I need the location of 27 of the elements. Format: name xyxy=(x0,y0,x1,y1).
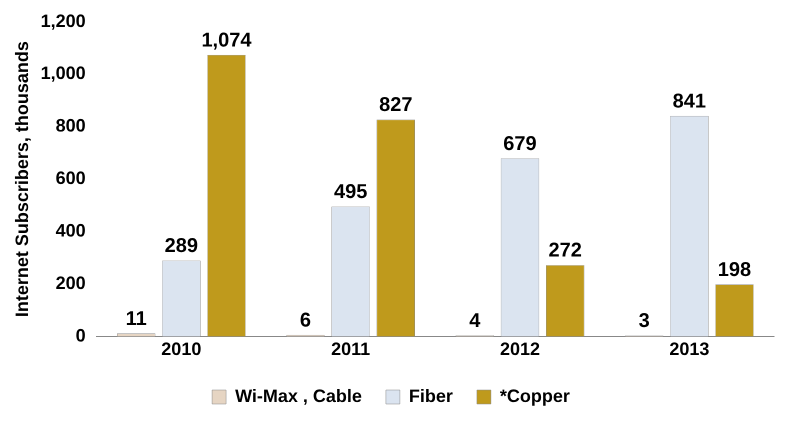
legend-label: Fiber xyxy=(408,386,453,406)
data-label: 3 xyxy=(638,310,650,332)
legend-label: Wi-Max , Cable xyxy=(235,386,362,406)
y-tick-label: 800 xyxy=(56,116,86,136)
y-tick-label: 600 xyxy=(56,168,86,188)
y-tick-label: 200 xyxy=(56,272,86,293)
x-tick-label: 2013 xyxy=(669,339,710,360)
x-tick-label: 2012 xyxy=(500,339,540,360)
y-tick-label: 0 xyxy=(76,325,86,346)
y-tick-label: 400 xyxy=(56,220,86,240)
data-label: 841 xyxy=(672,90,706,112)
y-tick-label: 1,200 xyxy=(40,10,86,31)
y-tick-label: 1,000 xyxy=(40,63,86,84)
data-label: 495 xyxy=(334,181,368,204)
data-label: 198 xyxy=(718,259,752,282)
legend-label: *Copper xyxy=(500,386,570,406)
data-label: 1,074 xyxy=(201,29,252,52)
data-label: 6 xyxy=(300,309,312,332)
x-tick-label: 2011 xyxy=(331,339,370,360)
data-label: 827 xyxy=(379,94,412,116)
x-tick-label: 2010 xyxy=(161,339,202,360)
data-label: 4 xyxy=(469,310,482,332)
data-label: 11 xyxy=(126,308,147,330)
data-label: 679 xyxy=(503,132,537,155)
y-axis-title: Internet Subscribers, thousands xyxy=(12,41,32,318)
data-label: 289 xyxy=(164,235,198,258)
data-label: 272 xyxy=(548,240,582,262)
